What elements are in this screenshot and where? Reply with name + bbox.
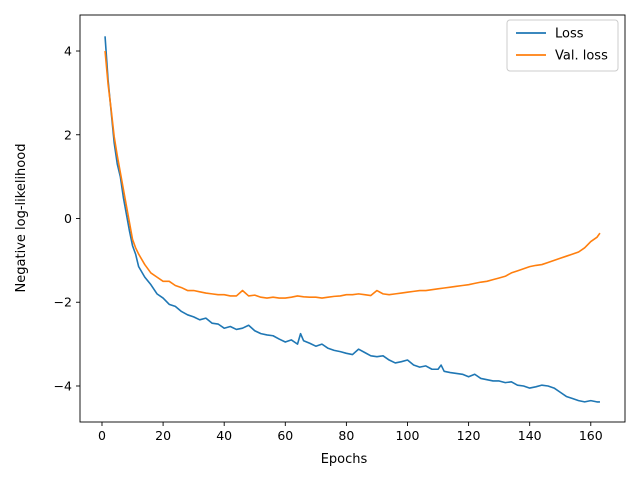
legend-label-val-loss: Val. loss	[555, 49, 608, 64]
y-axis-label: Negative log-likelihood	[14, 144, 29, 293]
y-tick-label: 0	[64, 211, 72, 226]
x-tick-label: 20	[155, 428, 171, 443]
x-axis-label: Epochs	[321, 452, 368, 467]
x-tick-label: 100	[396, 428, 420, 443]
x-tick-label: 80	[338, 428, 354, 443]
x-tick-label: 120	[457, 428, 481, 443]
axes: 0 20 40 60 80 100 120 140 160 −4 −2 0 2 4	[54, 14, 626, 443]
y-tick-label: 2	[64, 127, 72, 142]
series-line-val-loss	[104, 50, 601, 299]
x-tick-label: 60	[277, 428, 293, 443]
plot-area	[104, 36, 601, 403]
series-line-loss	[104, 36, 600, 403]
y-tick-label: −2	[54, 295, 72, 310]
x-tick-label: 40	[216, 428, 232, 443]
x-tick-label: 0	[98, 428, 106, 443]
x-tick-label: 160	[579, 428, 603, 443]
y-tick-label: 4	[64, 44, 72, 59]
x-tick-label: 140	[518, 428, 542, 443]
y-tick-label: −4	[54, 378, 72, 393]
legend-label-loss: Loss	[555, 27, 584, 42]
legend: Loss Val. loss	[506, 19, 619, 72]
